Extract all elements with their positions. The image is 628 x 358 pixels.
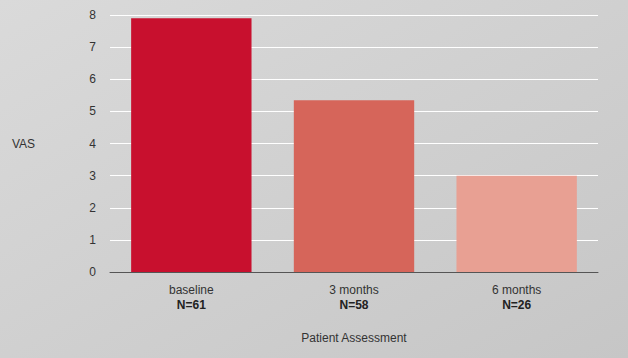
svg-text:1: 1 (89, 233, 96, 247)
svg-text:Patient Assessment: Patient Assessment (301, 331, 407, 345)
svg-text:5: 5 (89, 104, 96, 118)
svg-text:6 months: 6 months (492, 283, 541, 297)
svg-text:4: 4 (89, 137, 96, 151)
svg-text:0: 0 (89, 265, 96, 279)
svg-text:2: 2 (89, 201, 96, 215)
svg-text:baseline: baseline (169, 283, 214, 297)
svg-text:VAS: VAS (12, 137, 35, 151)
svg-text:N=26: N=26 (502, 298, 531, 312)
svg-text:3: 3 (89, 169, 96, 183)
svg-text:N=61: N=61 (177, 298, 206, 312)
svg-text:7: 7 (89, 40, 96, 54)
svg-text:8: 8 (89, 8, 96, 22)
svg-text:N=58: N=58 (339, 298, 368, 312)
svg-text:6: 6 (89, 72, 96, 86)
svg-text:3 months: 3 months (329, 283, 378, 297)
